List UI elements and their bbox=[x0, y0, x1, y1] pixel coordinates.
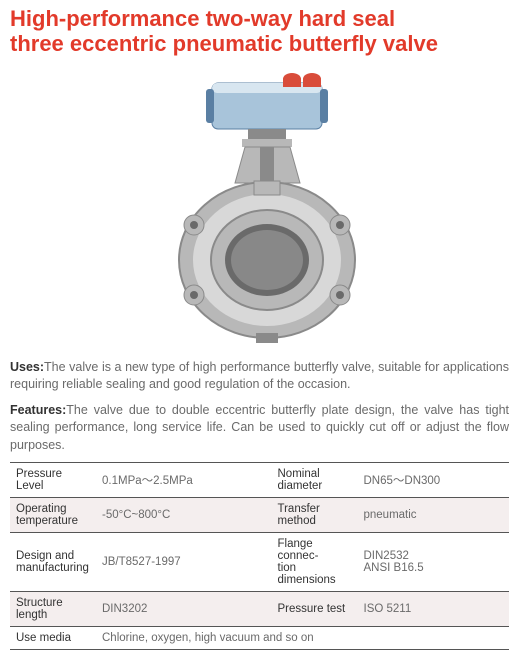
table-row: Use mediaChlorine, oxygen, high vacuum a… bbox=[10, 627, 509, 650]
spec-value: 0.1MPa～2.5MPa bbox=[96, 463, 272, 498]
spec-header: Flange connec- tion dimensions bbox=[272, 533, 358, 592]
table-row: Pressure Level0.1MPa～2.5MPaNominal diame… bbox=[10, 463, 509, 498]
spec-header: Use media bbox=[10, 627, 96, 650]
spec-value: DIN3202 bbox=[96, 592, 272, 627]
title-line1: High-performance two-way hard seal bbox=[10, 6, 395, 31]
valve-illustration bbox=[150, 65, 370, 345]
spec-value: pneumatic bbox=[358, 498, 510, 533]
features-text: The valve due to double eccentric butter… bbox=[10, 403, 509, 452]
table-row: Design and manufacturingJB/T8527-1997Fla… bbox=[10, 533, 509, 592]
uses-paragraph: Uses:The valve is a new type of high per… bbox=[0, 359, 519, 394]
table-row: Operating temperature-50°C~800°CTransfer… bbox=[10, 498, 509, 533]
spec-header: Operating temperature bbox=[10, 498, 96, 533]
table-row: Structure lengthDIN3202Pressure testISO … bbox=[10, 592, 509, 627]
spec-header: Structure length bbox=[10, 592, 96, 627]
features-paragraph: Features:The valve due to double eccentr… bbox=[0, 402, 519, 455]
spec-value: -50°C~800°C bbox=[96, 498, 272, 533]
spec-value: JB/T8527-1997 bbox=[96, 533, 272, 592]
features-label: Features: bbox=[10, 403, 66, 417]
spec-value: DIN2532 ANSI B16.5 bbox=[358, 533, 510, 592]
uses-label: Uses: bbox=[10, 360, 44, 374]
spec-value: Chlorine, oxygen, high vacuum and so on bbox=[96, 627, 509, 650]
title-line2: three eccentric pneumatic butterfly valv… bbox=[10, 31, 438, 56]
spec-header: Nominal diameter bbox=[272, 463, 358, 498]
page-title: High-performance two-way hard seal three… bbox=[0, 0, 519, 57]
spec-table: Pressure Level0.1MPa～2.5MPaNominal diame… bbox=[10, 462, 509, 650]
spec-value: DN65～DN300 bbox=[358, 463, 510, 498]
product-image bbox=[0, 57, 519, 359]
spec-value: ISO 5211 bbox=[358, 592, 510, 627]
spec-header: Design and manufacturing bbox=[10, 533, 96, 592]
spec-header: Pressure test bbox=[272, 592, 358, 627]
spec-header: Transfer method bbox=[272, 498, 358, 533]
spec-header: Pressure Level bbox=[10, 463, 96, 498]
uses-text: The valve is a new type of high performa… bbox=[10, 360, 509, 392]
